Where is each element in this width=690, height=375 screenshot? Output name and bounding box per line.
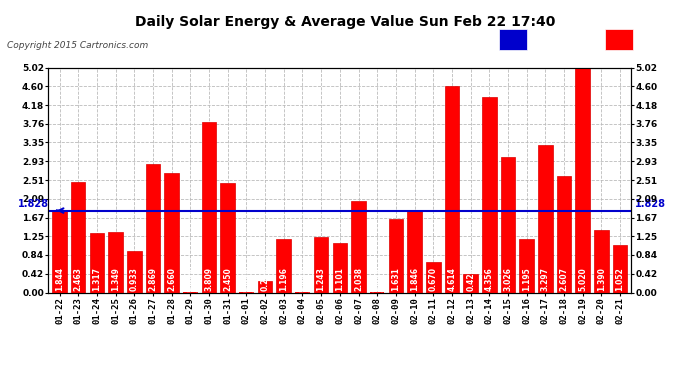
Text: 1.828: 1.828 [635, 199, 666, 209]
Text: 1.243: 1.243 [317, 267, 326, 291]
Text: 0.933: 0.933 [130, 267, 139, 291]
Bar [90, 234, 104, 292]
Bar [613, 245, 627, 292]
Text: 1.195: 1.195 [522, 267, 531, 291]
FancyBboxPatch shape [499, 29, 526, 50]
Bar [127, 251, 141, 292]
Text: 3.026: 3.026 [504, 267, 513, 291]
Text: 1.390: 1.390 [597, 267, 606, 291]
Text: Average  ($): Average ($) [532, 34, 595, 43]
Bar [520, 239, 534, 292]
Bar [52, 210, 67, 292]
Bar [426, 262, 440, 292]
Text: 1.631: 1.631 [391, 267, 400, 291]
Bar [220, 183, 235, 292]
Bar [277, 239, 291, 292]
Text: Copyright 2015 Cartronics.com: Copyright 2015 Cartronics.com [7, 41, 148, 50]
Text: 2.463: 2.463 [74, 267, 83, 291]
Text: 0.248: 0.248 [261, 267, 270, 291]
Text: 4.614: 4.614 [447, 267, 457, 291]
Text: 0.000: 0.000 [373, 267, 382, 291]
Text: 4.356: 4.356 [485, 267, 494, 291]
Bar [258, 281, 273, 292]
Bar [407, 210, 422, 292]
Text: 1.317: 1.317 [92, 267, 101, 291]
Bar [538, 145, 553, 292]
Bar [557, 176, 571, 292]
Text: 0.000: 0.000 [186, 267, 195, 291]
Text: 1.846: 1.846 [410, 267, 419, 291]
Text: 2.607: 2.607 [560, 267, 569, 291]
Text: 1.052: 1.052 [615, 267, 624, 291]
Text: 1.349: 1.349 [111, 267, 120, 291]
Bar [108, 232, 123, 292]
Bar [464, 274, 478, 292]
Bar [594, 230, 609, 292]
Bar [351, 201, 366, 292]
Text: 1.828: 1.828 [18, 199, 49, 209]
Text: 3.809: 3.809 [204, 267, 213, 291]
Text: 2.038: 2.038 [354, 267, 363, 291]
Bar [333, 243, 347, 292]
Text: 5.020: 5.020 [578, 267, 587, 291]
Text: 0.000: 0.000 [242, 267, 251, 291]
Bar [501, 157, 515, 292]
Text: Daily  ($): Daily ($) [638, 34, 685, 43]
Bar [388, 219, 403, 292]
Text: 0.000: 0.000 [298, 267, 307, 291]
Text: 1.101: 1.101 [335, 267, 344, 291]
Bar [146, 164, 160, 292]
Bar [164, 173, 179, 292]
Text: 2.660: 2.660 [167, 267, 176, 291]
Text: 0.670: 0.670 [428, 267, 437, 291]
Text: Daily Solar Energy & Average Value Sun Feb 22 17:40: Daily Solar Energy & Average Value Sun F… [135, 15, 555, 29]
Text: 1.844: 1.844 [55, 267, 64, 291]
Bar [201, 122, 216, 292]
Bar [575, 68, 590, 292]
FancyBboxPatch shape [605, 29, 633, 50]
Text: 1.196: 1.196 [279, 267, 288, 291]
Text: 3.297: 3.297 [541, 267, 550, 291]
Bar [482, 97, 497, 292]
Bar [444, 86, 460, 292]
Text: 2.450: 2.450 [223, 267, 233, 291]
Text: 0.420: 0.420 [466, 267, 475, 291]
Text: 2.869: 2.869 [148, 267, 157, 291]
Bar [314, 237, 328, 292]
Bar [71, 182, 86, 292]
